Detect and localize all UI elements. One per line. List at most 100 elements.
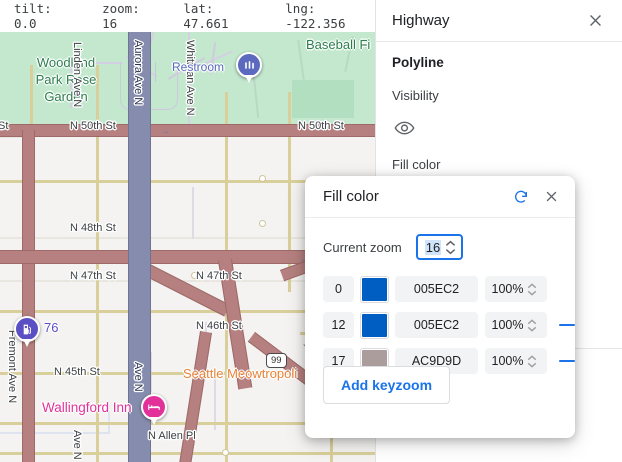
street-label: N 45th St bbox=[54, 366, 100, 378]
keyzoom-dash bbox=[559, 288, 575, 291]
poi-label-meowtropolis: Seattle Meowtropoli bbox=[183, 366, 298, 381]
highway-segment bbox=[22, 130, 35, 462]
poi-label-restroom: Restroom bbox=[172, 60, 225, 74]
highway-segment bbox=[174, 331, 212, 462]
street-label: N 47th St bbox=[70, 270, 116, 282]
highway-segment bbox=[0, 124, 375, 137]
color-hex-input[interactable]: 005EC2 bbox=[395, 312, 478, 338]
park-label-line: Park Rose bbox=[35, 72, 97, 87]
opacity-arrows[interactable] bbox=[527, 282, 537, 296]
status-lat: lat: 47.661 bbox=[183, 1, 229, 31]
property-label-visibility: Visibility bbox=[392, 88, 439, 103]
highway-segment bbox=[0, 250, 375, 264]
minor-street bbox=[0, 280, 375, 282]
minor-street bbox=[0, 136, 35, 138]
dialog-title: Fill color bbox=[323, 188, 379, 205]
baseball-field-label: Baseball Fi bbox=[306, 37, 371, 52]
park-field bbox=[292, 80, 354, 118]
color-swatch[interactable] bbox=[360, 311, 389, 339]
status-tilt: tilt: 0.0 bbox=[14, 1, 52, 31]
opacity-value: 100% bbox=[491, 318, 524, 332]
keyzoom-dash[interactable] bbox=[559, 323, 575, 327]
avenue-label: Aurora Ave N bbox=[132, 40, 144, 106]
reset-icon[interactable] bbox=[509, 185, 533, 209]
avenue-label: Ave N bbox=[71, 430, 83, 460]
aurora-ave-corridor bbox=[128, 32, 151, 462]
zoom-stepper[interactable] bbox=[445, 240, 456, 255]
arterial-street bbox=[0, 372, 375, 376]
hotel-icon[interactable] bbox=[141, 394, 167, 425]
minor-street bbox=[192, 187, 194, 239]
intersection-node bbox=[222, 449, 229, 456]
avenue-label: Linden Ave N bbox=[71, 42, 83, 108]
park-label-line: Woodland bbox=[36, 55, 96, 70]
intersection-node bbox=[259, 175, 266, 182]
park-label-line: Garden bbox=[44, 89, 88, 104]
street-label: N 50th St bbox=[298, 120, 344, 132]
direction-arrow: ↑ bbox=[74, 272, 79, 283]
direction-arrow: ↑ bbox=[226, 270, 231, 281]
street-label: N 48th St bbox=[70, 222, 116, 234]
color-hex-input[interactable]: 005EC2 bbox=[395, 276, 478, 302]
park-path bbox=[155, 62, 156, 82]
map-status-bar: tilt: 0.0 zoom: 16 lat: 47.661 lng: -122… bbox=[0, 0, 375, 32]
street-label: N 46th St bbox=[196, 320, 242, 332]
poi-label-gas: 76 bbox=[44, 320, 59, 335]
current-zoom-input[interactable]: 16 bbox=[415, 234, 464, 260]
status-zoom: zoom: 16 bbox=[102, 1, 140, 31]
section-title-polyline: Polyline bbox=[392, 55, 444, 70]
panel-header: Highway bbox=[376, 0, 622, 42]
current-zoom-value: 16 bbox=[424, 239, 442, 255]
park-path bbox=[188, 32, 190, 72]
opacity-stepper[interactable]: 100% bbox=[485, 276, 547, 302]
arterial-street bbox=[0, 180, 375, 183]
eye-icon[interactable] bbox=[394, 120, 415, 141]
opacity-arrows[interactable] bbox=[527, 354, 537, 368]
gas-station-icon[interactable] bbox=[14, 316, 40, 347]
property-label-fill-color: Fill color bbox=[392, 157, 441, 172]
opacity-stepper[interactable]: 100% bbox=[485, 348, 547, 374]
opacity-value: 100% bbox=[491, 282, 524, 296]
street-label: St bbox=[0, 120, 9, 132]
restroom-icon[interactable] bbox=[236, 52, 262, 83]
status-lng: lng: -122.356 bbox=[285, 1, 346, 31]
poi-label-hotel: Wallingford Inn bbox=[42, 400, 132, 415]
keyzoom-level[interactable]: 12 bbox=[323, 312, 354, 338]
avenue-label: Ave N bbox=[132, 362, 144, 392]
opacity-value: 100% bbox=[491, 354, 524, 368]
street-label: N 47th St bbox=[196, 270, 242, 282]
close-icon[interactable] bbox=[539, 185, 563, 209]
opacity-arrows[interactable] bbox=[527, 318, 537, 332]
page-title: Highway bbox=[392, 12, 450, 29]
table-row[interactable]: 0 005EC2 100% bbox=[323, 275, 575, 303]
avenue-label: Whitman Ave N bbox=[184, 40, 196, 116]
keyzoom-list: 0 005EC2 100% 12 005EC2 100% bbox=[305, 260, 575, 375]
arterial-street bbox=[288, 92, 291, 292]
opacity-stepper[interactable]: 100% bbox=[485, 312, 547, 338]
close-icon[interactable] bbox=[582, 8, 608, 34]
keyzoom-dash[interactable] bbox=[559, 359, 575, 363]
park-path bbox=[188, 70, 190, 125]
park-label: Woodland Park Rose Garden bbox=[6, 54, 126, 105]
park-path bbox=[70, 62, 72, 108]
add-keyzoom-button[interactable]: Add keyzoom bbox=[323, 366, 451, 404]
arterial-street bbox=[0, 310, 375, 313]
table-row[interactable]: 12 005EC2 100% bbox=[323, 311, 575, 339]
minor-street bbox=[108, 404, 110, 434]
keyzoom-level[interactable]: 0 bbox=[323, 276, 354, 302]
dialog-header: Fill color bbox=[305, 176, 575, 218]
intersection-node bbox=[191, 272, 198, 279]
minor-street bbox=[0, 237, 375, 239]
minor-street bbox=[214, 374, 216, 430]
minor-street bbox=[0, 432, 110, 434]
current-zoom-row: Current zoom 16 bbox=[305, 218, 575, 260]
intersection-node bbox=[259, 220, 266, 227]
street-label: N 50th St bbox=[70, 120, 116, 132]
street-label: N Allen Pl bbox=[148, 430, 196, 442]
park-path bbox=[70, 62, 122, 64]
fill-color-dialog: Fill color Current zoom 16 0 005EC2 bbox=[305, 176, 575, 438]
avenue-label: Fremont Ave N bbox=[6, 330, 18, 404]
current-zoom-label: Current zoom bbox=[323, 239, 402, 255]
direction-arrow: → bbox=[160, 126, 170, 137]
color-swatch[interactable] bbox=[360, 275, 389, 303]
